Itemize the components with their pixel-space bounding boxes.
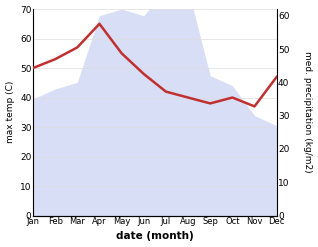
Y-axis label: med. precipitation (kg/m2): med. precipitation (kg/m2): [303, 51, 313, 173]
Y-axis label: max temp (C): max temp (C): [5, 81, 15, 144]
X-axis label: date (month): date (month): [116, 231, 194, 242]
